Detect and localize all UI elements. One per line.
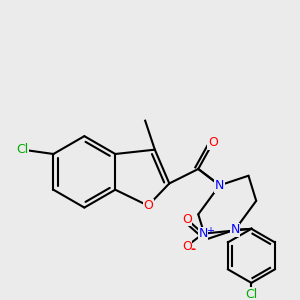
Text: Cl: Cl <box>245 288 257 300</box>
Text: O: O <box>143 199 153 212</box>
Text: O: O <box>182 213 192 226</box>
Text: O: O <box>182 240 192 253</box>
Text: N: N <box>230 223 240 236</box>
Text: N: N <box>198 227 208 240</box>
Text: +: + <box>206 226 214 236</box>
Text: N: N <box>215 179 224 192</box>
Text: Cl: Cl <box>16 143 29 156</box>
Text: -: - <box>190 243 195 256</box>
Text: O: O <box>208 136 218 149</box>
